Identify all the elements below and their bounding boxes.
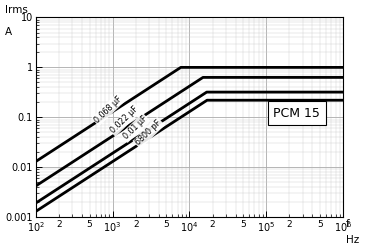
Text: 6800 pF: 6800 pF [134,118,164,147]
Text: 0.068 µF: 0.068 µF [93,94,124,125]
Text: Irms: Irms [5,6,28,16]
Text: 0.01 µF: 0.01 µF [121,114,149,141]
Text: Hz: Hz [346,235,359,245]
Text: A: A [5,28,12,38]
Text: 0.022 µF: 0.022 µF [109,104,141,135]
Text: PCM 15: PCM 15 [273,107,320,120]
Text: f: f [346,219,350,229]
